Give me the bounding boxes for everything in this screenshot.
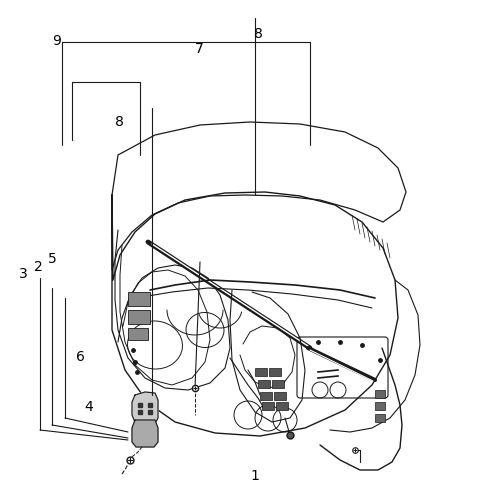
Bar xyxy=(258,380,270,388)
Text: 6: 6 xyxy=(76,350,85,364)
Bar xyxy=(128,292,150,306)
Bar xyxy=(276,402,288,410)
Bar xyxy=(260,392,272,400)
Text: 4: 4 xyxy=(84,400,93,414)
Text: 5: 5 xyxy=(48,252,56,266)
Text: 2: 2 xyxy=(34,260,43,274)
Text: 9: 9 xyxy=(52,34,61,48)
Bar xyxy=(269,368,281,376)
Bar xyxy=(128,328,148,340)
Bar xyxy=(375,402,385,410)
Polygon shape xyxy=(132,392,158,425)
Bar xyxy=(262,402,274,410)
Polygon shape xyxy=(132,420,158,447)
Bar xyxy=(255,368,267,376)
Bar xyxy=(375,390,385,398)
Text: 8: 8 xyxy=(254,27,263,41)
Text: 3: 3 xyxy=(19,267,27,281)
Bar xyxy=(128,310,150,324)
Bar xyxy=(274,392,286,400)
Text: 8: 8 xyxy=(115,115,123,128)
Bar xyxy=(272,380,284,388)
Text: 1: 1 xyxy=(250,469,259,483)
Bar xyxy=(375,414,385,422)
Text: 7: 7 xyxy=(195,42,204,56)
